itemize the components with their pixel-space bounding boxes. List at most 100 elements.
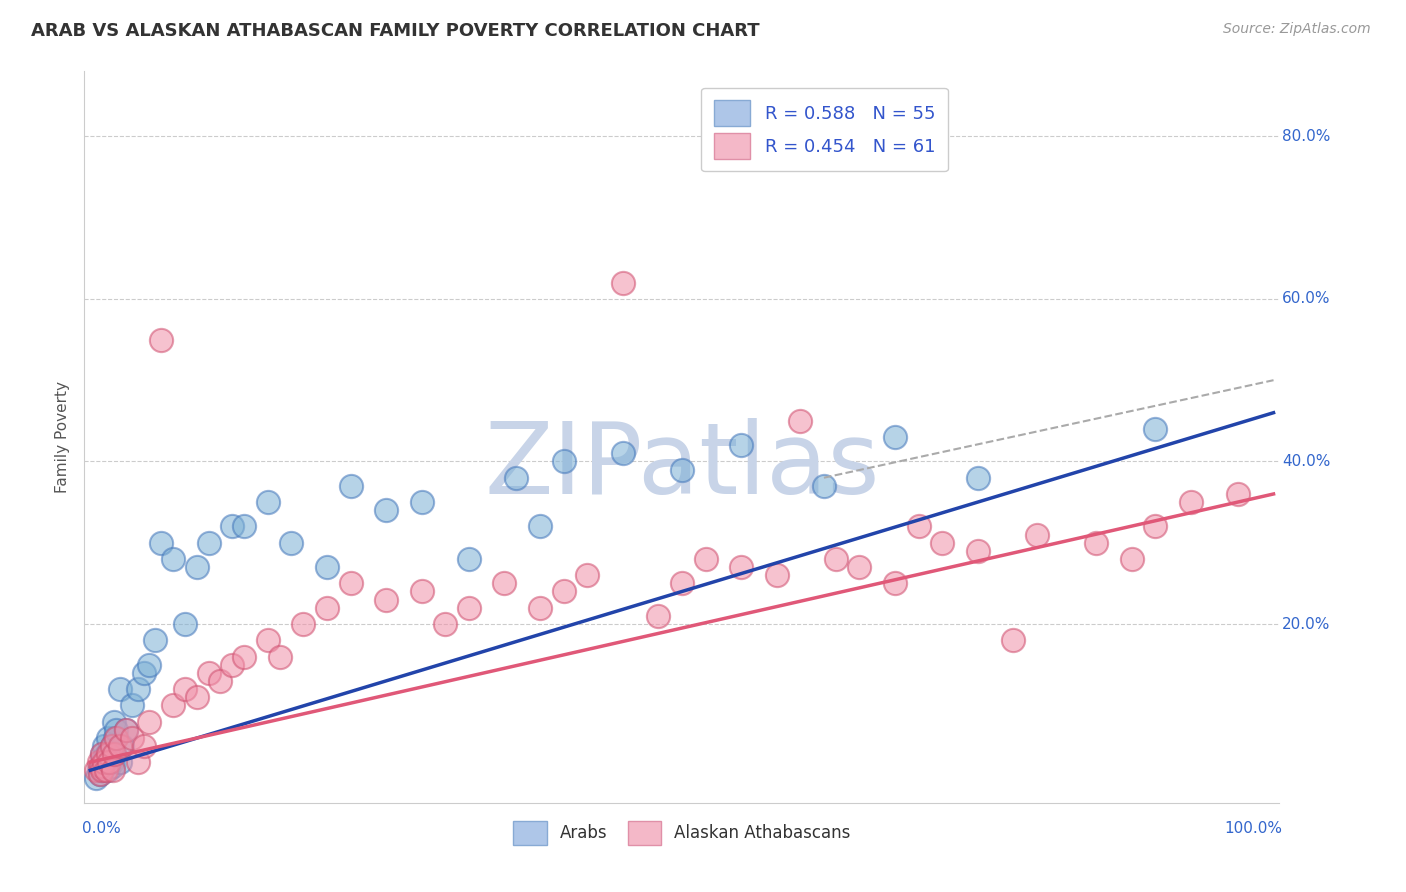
Point [1025,527,1047,541]
Point [143,633,166,648]
Point [101,764,124,778]
Point [174,681,197,696]
Point [162,698,184,713]
Point [89,767,111,781]
Point [91,747,114,761]
Point [1002,633,1025,648]
Point [98,755,121,769]
Point [411,584,433,599]
Point [132,665,155,680]
Point [108,739,131,753]
Point [93,751,115,765]
Text: 20.0%: 20.0% [1282,616,1330,632]
Point [100,739,122,753]
Point [883,430,905,444]
Point [434,617,457,632]
Point [101,759,124,773]
Point [108,681,131,696]
Point [197,665,219,680]
Point [150,535,173,549]
Text: 0.0%: 0.0% [82,821,121,836]
Point [339,576,361,591]
Point [197,535,219,549]
Text: ZIPatlas: ZIPatlas [484,417,880,515]
Point [730,560,752,574]
Point [1121,552,1143,566]
Point [121,698,143,713]
Point [94,764,117,778]
Point [91,764,114,778]
Legend: Arabs, Alaskan Athabascans: Arabs, Alaskan Athabascans [505,813,859,853]
Point [576,568,599,582]
Point [91,764,114,778]
Point [103,747,125,761]
Point [87,764,110,778]
Point [100,747,122,761]
Point [824,552,846,566]
Point [221,657,243,672]
Point [848,560,870,574]
Point [89,767,111,781]
Point [100,755,122,769]
Point [553,454,575,468]
Point [612,446,634,460]
Point [97,764,120,778]
Point [966,544,988,558]
Point [87,755,110,769]
Point [132,739,155,753]
Point [105,723,128,737]
Point [256,633,278,648]
Point [765,568,787,582]
Point [150,333,173,347]
Point [100,739,122,753]
Point [121,731,143,745]
Point [339,479,361,493]
Point [104,731,127,745]
Point [280,535,302,549]
Point [931,535,953,549]
Point [494,576,516,591]
Point [671,576,693,591]
Point [138,657,160,672]
Point [375,503,398,517]
Point [97,731,120,745]
Text: 100.0%: 100.0% [1223,821,1282,836]
Point [108,755,131,769]
Point [127,755,149,769]
Point [221,519,243,533]
Point [529,600,551,615]
Point [269,649,291,664]
Point [458,600,481,615]
Point [789,414,811,428]
Point [90,759,112,773]
Point [103,747,125,761]
Y-axis label: Family Poverty: Family Poverty [55,381,70,493]
Point [93,755,115,769]
Point [233,519,256,533]
Text: 60.0%: 60.0% [1282,292,1330,307]
Point [529,519,551,533]
Point [612,276,634,290]
Point [316,560,339,574]
Point [316,600,339,615]
Point [375,592,398,607]
Point [411,495,433,509]
Point [94,755,117,769]
Point [1085,535,1108,549]
Point [174,617,197,632]
Text: 40.0%: 40.0% [1282,454,1330,469]
Point [458,552,481,566]
Point [1227,487,1250,501]
Text: ARAB VS ALASKAN ATHABASCAN FAMILY POVERTY CORRELATION CHART: ARAB VS ALASKAN ATHABASCAN FAMILY POVERT… [31,22,759,40]
Point [98,755,121,769]
Point [91,755,114,769]
Point [505,471,527,485]
Point [162,552,184,566]
Point [127,681,149,696]
Point [138,714,160,729]
Point [111,739,134,753]
Point [97,747,120,761]
Point [966,471,988,485]
Point [105,731,128,745]
Point [114,723,136,737]
